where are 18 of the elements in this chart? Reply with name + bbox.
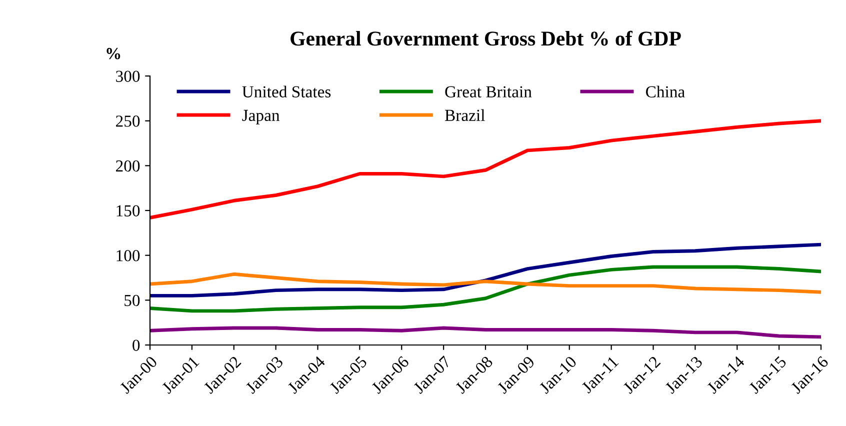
y-axis-title: % — [106, 48, 120, 60]
line-series — [150, 272, 821, 294]
legend-label: Japan — [242, 110, 280, 124]
y-tick-label: 0 — [132, 340, 140, 351]
y-tick-label: 100 — [116, 250, 140, 262]
y-tick-label: 150 — [116, 205, 140, 216]
legend-label: Brazil — [444, 109, 485, 121]
legend-label: China — [646, 86, 685, 98]
legend-label: Great Britain — [445, 86, 532, 98]
y-tick-label: 50 — [124, 294, 140, 306]
y-tick-label: 300 — [116, 70, 140, 82]
y-tick-label: 250 — [116, 116, 140, 127]
line-series — [150, 326, 821, 339]
line-series — [150, 265, 821, 313]
chart-title: General Government Gross Debt % of GDP — [290, 30, 681, 46]
line-series — [150, 242, 821, 298]
legend-label: United States — [242, 86, 331, 98]
y-tick-label: 200 — [116, 160, 140, 172]
